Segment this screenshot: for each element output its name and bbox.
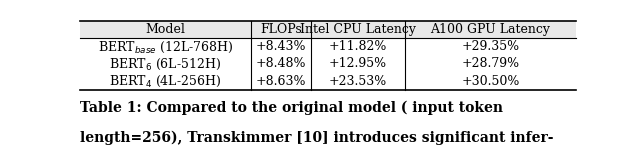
Text: length=256), Transkimmer [10] introduces significant infer-: length=256), Transkimmer [10] introduces… xyxy=(80,131,554,145)
Text: A100 GPU Latency: A100 GPU Latency xyxy=(431,23,550,36)
Bar xyxy=(80,21,576,38)
Text: BERT$_{base}$ (12L-768H): BERT$_{base}$ (12L-768H) xyxy=(98,39,233,55)
Text: +8.43%: +8.43% xyxy=(255,40,306,53)
Text: +8.63%: +8.63% xyxy=(255,75,306,88)
Text: +8.48%: +8.48% xyxy=(255,58,306,70)
Text: BERT$_{4}$ (4L-256H): BERT$_{4}$ (4L-256H) xyxy=(109,73,221,89)
Text: FLOPs: FLOPs xyxy=(260,23,301,36)
Text: +11.82%: +11.82% xyxy=(328,40,387,53)
Text: +23.53%: +23.53% xyxy=(328,75,387,88)
Text: +28.79%: +28.79% xyxy=(461,58,520,70)
Text: +12.95%: +12.95% xyxy=(329,58,387,70)
Text: Intel CPU Latency: Intel CPU Latency xyxy=(300,23,416,36)
Text: Table 1: Compared to the original model ( input token: Table 1: Compared to the original model … xyxy=(80,100,503,115)
Text: Model: Model xyxy=(146,23,186,36)
Text: +30.50%: +30.50% xyxy=(461,75,520,88)
Text: +29.35%: +29.35% xyxy=(461,40,520,53)
Text: BERT$_{6}$ (6L-512H): BERT$_{6}$ (6L-512H) xyxy=(109,56,221,72)
